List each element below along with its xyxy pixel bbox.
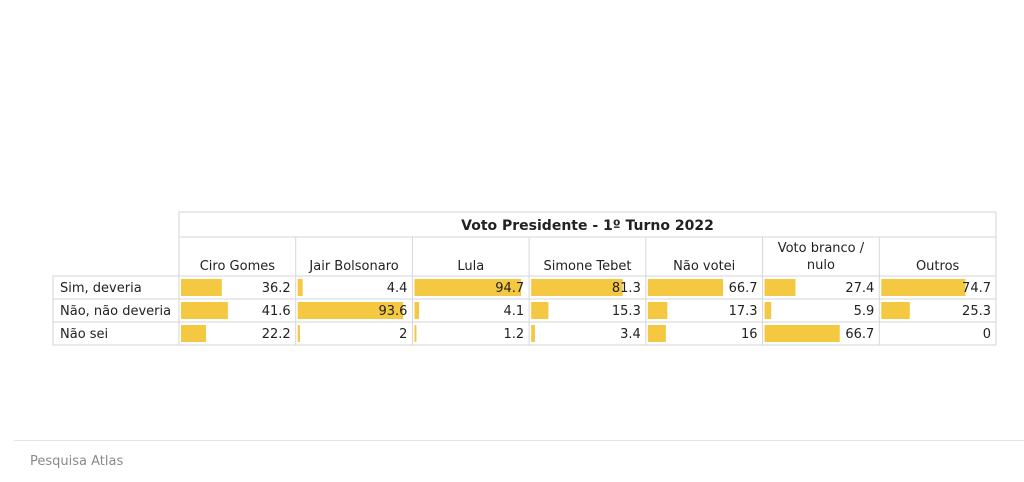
data-bar bbox=[414, 325, 417, 342]
data-bar bbox=[181, 279, 222, 296]
data-value: 4.4 bbox=[387, 281, 408, 296]
data-value: 66.7 bbox=[729, 281, 758, 296]
header-frame bbox=[178, 211, 997, 277]
column-header: Simone Tebet bbox=[544, 259, 632, 274]
crosstab-chart: Voto Presidente - 1º Turno 2022 Ciro Gome… bbox=[52, 211, 997, 346]
data-value: 25.3 bbox=[962, 304, 991, 319]
column-header: Lula bbox=[457, 259, 484, 274]
data-value: 66.7 bbox=[845, 327, 874, 342]
data-bar bbox=[414, 302, 420, 319]
column-header: Ciro Gomes bbox=[200, 259, 276, 274]
column-header-line: Voto branco / bbox=[778, 241, 865, 256]
body-frame bbox=[52, 275, 997, 346]
footer-divider bbox=[14, 440, 1024, 441]
data-bar bbox=[764, 279, 796, 296]
data-value: 81.3 bbox=[612, 281, 641, 296]
column-header-line: nulo bbox=[807, 258, 835, 273]
row-label: Não, não deveria bbox=[60, 304, 171, 319]
data-value: 74.7 bbox=[962, 281, 991, 296]
data-value: 22.2 bbox=[262, 327, 291, 342]
data-value: 93.6 bbox=[378, 304, 407, 319]
data-bar bbox=[764, 325, 840, 342]
data-bar bbox=[181, 325, 207, 342]
data-value: 4.1 bbox=[503, 304, 524, 319]
data-bar bbox=[647, 302, 668, 319]
data-value: 5.9 bbox=[854, 304, 875, 319]
row-label: Sim, deveria bbox=[60, 281, 142, 296]
data-value: 36.2 bbox=[262, 281, 291, 296]
data-bar bbox=[647, 325, 666, 342]
column-header: Não votei bbox=[673, 259, 735, 274]
data-bar bbox=[531, 279, 623, 296]
data-value: 27.4 bbox=[845, 281, 874, 296]
data-value: 94.7 bbox=[495, 281, 524, 296]
data-value: 1.2 bbox=[503, 327, 524, 342]
data-bar bbox=[414, 279, 522, 296]
data-bar bbox=[531, 302, 549, 319]
data-bar bbox=[881, 279, 966, 296]
data-value: 3.4 bbox=[620, 327, 641, 342]
data-bar bbox=[647, 279, 724, 296]
row-label: Não sei bbox=[60, 327, 108, 342]
data-bar bbox=[297, 279, 303, 296]
data-bar bbox=[297, 302, 404, 319]
data-value: 15.3 bbox=[612, 304, 641, 319]
data-value: 2 bbox=[399, 327, 407, 342]
column-header: Outros bbox=[916, 259, 960, 274]
data-value: 41.6 bbox=[262, 304, 291, 319]
data-bar bbox=[881, 302, 910, 319]
data-bar bbox=[297, 325, 300, 342]
data-bar bbox=[764, 302, 772, 319]
column-header: Jair Bolsonaro bbox=[308, 259, 398, 274]
data-value: 0 bbox=[983, 327, 991, 342]
header-group-title: Voto Presidente - 1º Turno 2022 bbox=[461, 218, 714, 234]
data-bar bbox=[181, 302, 228, 319]
source-label: Pesquisa Atlas bbox=[30, 454, 124, 469]
data-value: 17.3 bbox=[729, 304, 758, 319]
data-value: 16 bbox=[741, 327, 758, 342]
data-bar bbox=[531, 325, 535, 342]
